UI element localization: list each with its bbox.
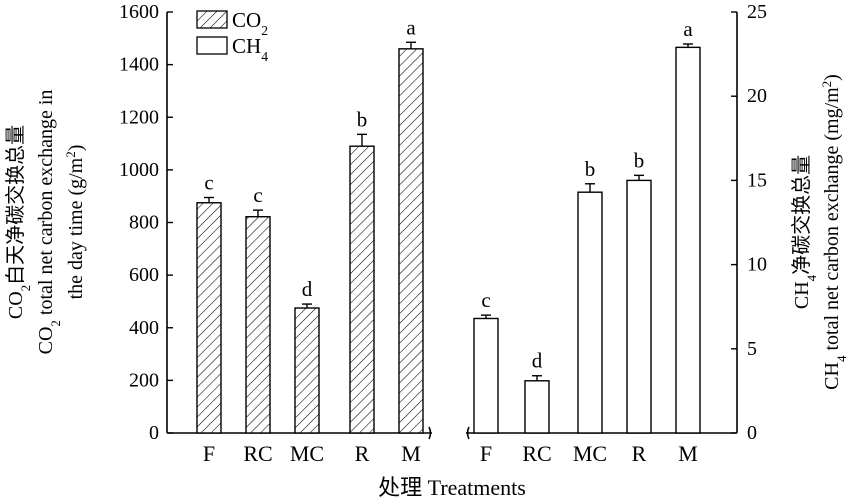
legend-swatch-co2	[196, 10, 228, 29]
left-tick-label: 200	[129, 369, 159, 391]
ch4-bar	[524, 380, 550, 434]
co2-bar	[196, 202, 222, 434]
left-tick-label: 800	[129, 212, 159, 234]
ch4-bar	[473, 317, 499, 434]
ch4-category-label: MC	[573, 441, 607, 466]
right-axis-title-line1: CH4净碳交换总量	[790, 155, 819, 309]
right-tick-label: 25	[747, 1, 767, 23]
ch4-category-label: F	[480, 441, 492, 466]
ch4-category-label: M	[678, 441, 698, 466]
left-axis-title-line1: CO2白天净碳交换总量	[4, 125, 33, 319]
right-tick-label: 20	[747, 85, 767, 107]
right-axis-title-line2: CH4 total net carbon exchange (mg/m2)	[819, 74, 849, 390]
ch4-bar	[626, 179, 652, 434]
legend-label-ch4: CH4	[232, 34, 268, 64]
left-tick-label: 0	[149, 422, 159, 444]
ch4-significance-letter: d	[532, 349, 543, 373]
left-tick-label: 600	[129, 264, 159, 286]
left-tick-label: 1200	[119, 106, 159, 128]
co2-bar	[349, 145, 375, 434]
right-tick-label: 10	[747, 254, 767, 276]
legend-swatch-ch4	[196, 36, 228, 55]
right-tick-label: 5	[747, 338, 757, 360]
axis-break-left	[428, 426, 432, 440]
ch4-significance-letter: b	[634, 148, 645, 172]
co2-category-label: F	[203, 441, 215, 466]
right-tick-label: 0	[747, 422, 757, 444]
left-axis-title-line3: the day time (g/m2)	[63, 145, 88, 300]
co2-category-label: RC	[243, 441, 272, 466]
ch4-category-label: R	[632, 441, 647, 466]
co2-category-label: M	[401, 441, 421, 466]
ch4-bar	[577, 191, 603, 434]
x-axis-title: 处理 Treatments	[378, 475, 526, 500]
legend-label-co2: CO2	[232, 8, 268, 38]
ch4-significance-letter: a	[683, 17, 693, 41]
left-tick-label: 1600	[119, 1, 159, 23]
co2-significance-letter: c	[253, 183, 262, 207]
co2-significance-letter: b	[357, 107, 368, 131]
left-tick-label: 1000	[119, 159, 159, 181]
left-tick-label: 400	[129, 317, 159, 339]
co2-significance-letter: a	[406, 15, 416, 39]
co2-bar	[294, 307, 320, 434]
co2-category-label: MC	[290, 441, 324, 466]
co2-significance-letter: c	[204, 171, 213, 195]
ch4-significance-letter: c	[481, 288, 490, 312]
left-tick-label: 1400	[119, 54, 159, 76]
co2-bar	[398, 48, 424, 434]
ch4-category-label: RC	[522, 441, 551, 466]
ch4-bar	[675, 46, 701, 434]
axis-break-right	[466, 426, 470, 440]
co2-significance-letter: d	[302, 277, 313, 301]
ch4-significance-letter: b	[585, 157, 596, 181]
left-axis-title-line2: CO2 total net carbon exchange in	[35, 90, 63, 355]
co2-bar	[245, 216, 271, 434]
co2-category-label: R	[355, 441, 370, 466]
right-tick-label: 15	[747, 169, 767, 191]
